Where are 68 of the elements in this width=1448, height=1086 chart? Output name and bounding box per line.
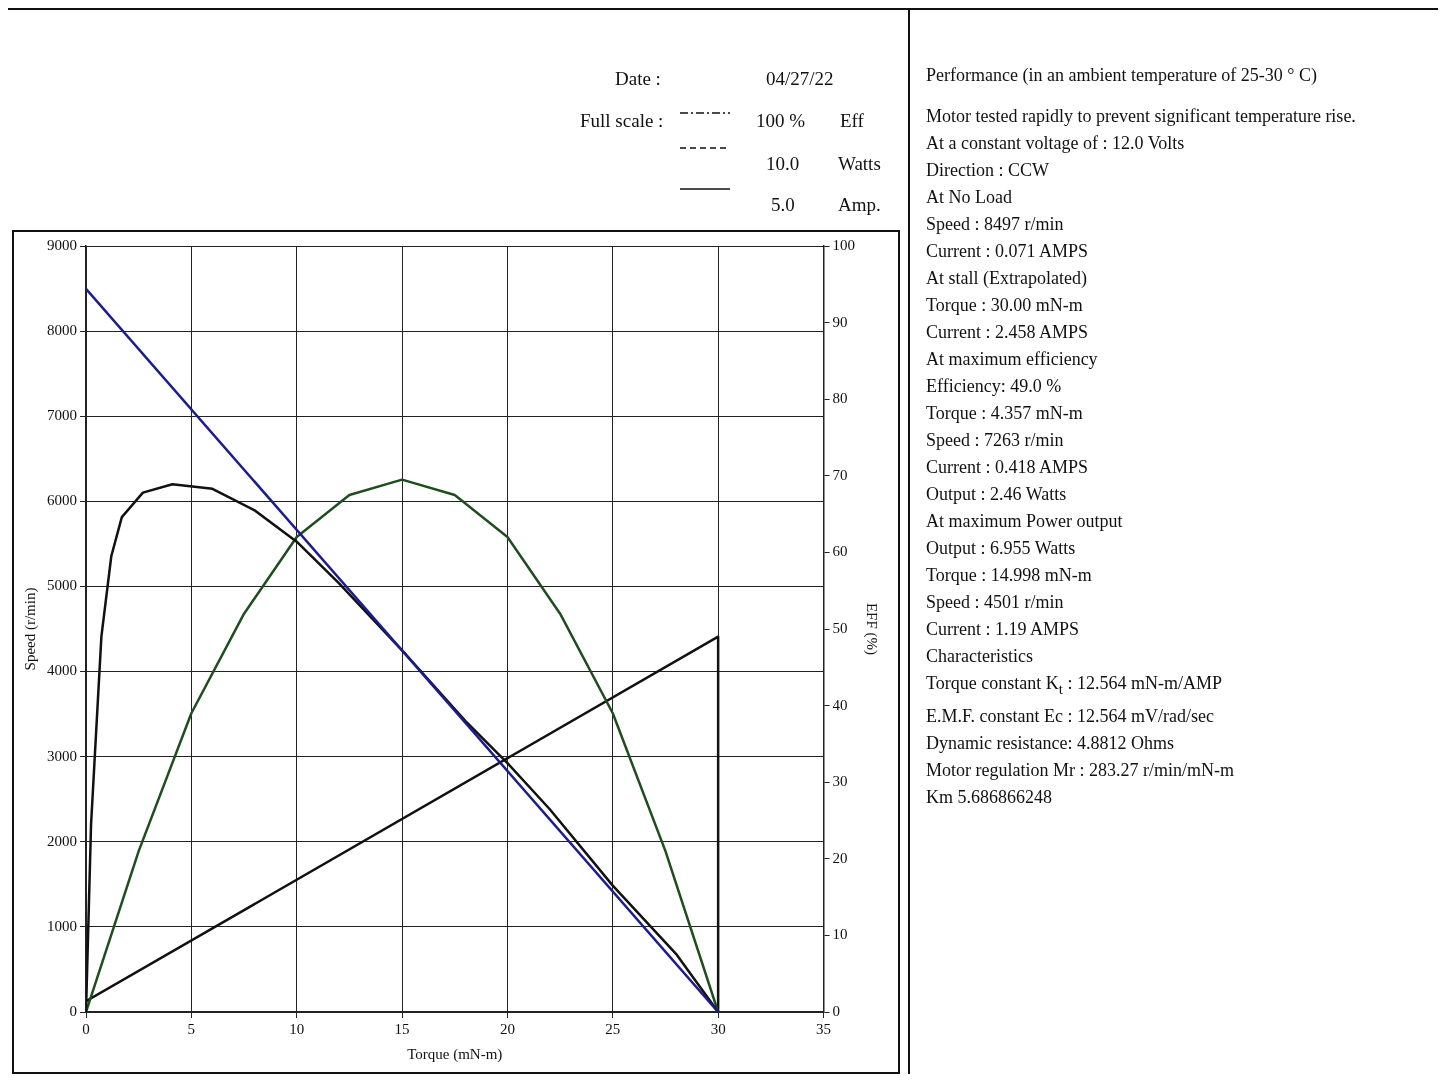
text: 5.0: [771, 194, 795, 216]
y-tick-label: 4000: [47, 662, 77, 679]
text: Eff: [840, 110, 864, 132]
text: At No Load: [926, 186, 1013, 209]
y2-tick-label: 90: [832, 313, 848, 330]
y2-tick-label: 30: [832, 773, 848, 790]
y2-tick-label: 0: [832, 1002, 840, 1019]
y2-tick-label: 80: [832, 390, 848, 407]
text: Date :: [615, 68, 661, 90]
text: Motor tested rapidly to prevent significant temperature rise.: [926, 105, 1357, 128]
text: Torque : 4.357 mN-m: [926, 402, 1084, 425]
text: Motor regulation Mr : 283.27 r/min/mN-m: [926, 758, 1235, 782]
text: Full scale :: [580, 110, 664, 132]
y2-tick-label: 100: [832, 236, 855, 253]
text: Speed : 7263 r/min: [926, 429, 1065, 452]
text: Current : 0.418 AMPS: [926, 456, 1090, 479]
x-tick-label: 10: [289, 1020, 305, 1037]
y-axis-title: Speed (r/min): [21, 587, 39, 671]
y-tick-label: 0: [69, 1002, 77, 1019]
text: Dynamic resistance: 4.8812 Ohms: [926, 731, 1175, 755]
text: Current : 0.071 AMPS: [926, 240, 1090, 263]
y-tick-label: 2000: [47, 832, 77, 849]
y-tick-label: 9000: [47, 236, 77, 253]
text: Output : 6.955 Watts: [926, 537, 1077, 560]
text: At maximum Power output: [926, 510, 1124, 533]
text: Torque : 14.998 mN-m: [926, 564, 1093, 587]
text: Speed : 4501 r/min: [926, 591, 1065, 614]
text: Torque constant K$_{t}$ : 12.564 mN-m/AMP: [926, 672, 1223, 699]
text: Efficiency: 49.0 %: [926, 375, 1063, 398]
text: Speed : 8497 r/min: [926, 213, 1065, 236]
x-tick-label: 25: [605, 1020, 621, 1037]
text: Amp.: [838, 194, 881, 216]
y-tick-label: 7000: [47, 407, 77, 424]
y2-tick-label: 70: [832, 466, 848, 483]
text: Characteristics: [926, 645, 1034, 668]
y2-tick-label: 10: [832, 926, 848, 943]
y2-tick-label: 50: [832, 619, 848, 636]
text: At maximum efficiency: [926, 348, 1099, 371]
y2-axis-title: EFF (%): [863, 602, 881, 656]
y2-tick-label: 20: [832, 849, 848, 866]
y-tick-label: 6000: [47, 492, 77, 509]
x-tick-label: 30: [710, 1020, 726, 1037]
text: 10.0: [766, 153, 800, 175]
text: Torque : 30.00 mN-m: [926, 294, 1084, 317]
text: Km 5.686866248: [926, 785, 1053, 809]
y-tick-label: 1000: [47, 917, 77, 934]
y-tick-label: 3000: [47, 747, 77, 764]
x-tick-label: 35: [816, 1020, 831, 1037]
x-tick-label: 5: [187, 1020, 196, 1037]
text: Direction : CCW: [926, 159, 1050, 182]
y2-tick-label: 60: [832, 543, 848, 560]
text: At a constant voltage of : 12.0 Volts: [926, 132, 1186, 155]
text: At stall (Extrapolated): [926, 267, 1088, 290]
x-tick-label: 15: [394, 1020, 410, 1037]
text: Current : 2.458 AMPS: [926, 321, 1090, 344]
text: Watts: [838, 153, 881, 175]
text: Output : 2.46 Watts: [926, 483, 1068, 506]
y-tick-label: 8000: [47, 322, 77, 339]
text: Current : 1.19 AMPS: [926, 618, 1081, 641]
x-tick-label: 0: [82, 1020, 90, 1037]
text: 100 %: [756, 110, 806, 132]
y-tick-label: 5000: [47, 577, 77, 594]
y2-tick-label: 40: [832, 696, 848, 713]
text: E.M.F. constant Ec : 12.564 mV/rad/sec: [926, 704, 1215, 728]
text: Performance (in an ambient temperature of 25-30 ° C): [926, 64, 1319, 87]
x-tick-label: 20: [499, 1020, 515, 1037]
text: 04/27/22: [766, 68, 834, 90]
x-axis-title: Torque (mN-m): [407, 1045, 503, 1063]
